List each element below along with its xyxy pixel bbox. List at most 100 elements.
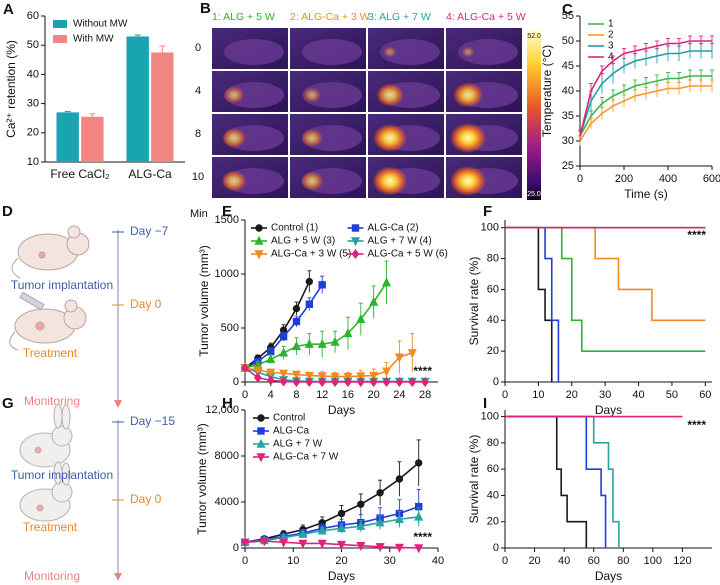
y-tick-label: 40 [27, 68, 39, 80]
y-tick-label: 50 [562, 35, 574, 47]
x-tick-label: 20 [566, 389, 578, 401]
y-tick-label: 100 [481, 410, 499, 422]
y-tick-label: 1000 [215, 268, 239, 280]
marker [394, 353, 404, 363]
y-tick-label: 0 [493, 542, 499, 554]
mouse-silhouette [302, 82, 362, 108]
marker [256, 438, 266, 448]
day-label: Day −7 [130, 224, 169, 238]
series-line [505, 415, 620, 548]
marker [267, 348, 275, 356]
marker [414, 544, 424, 554]
day-label: Day 0 [130, 492, 162, 506]
heat-spot [300, 171, 324, 191]
y-tick-label: 20 [27, 127, 39, 139]
x-tick-label: 12 [316, 389, 328, 401]
marker [376, 489, 384, 497]
panel-label: I [483, 395, 487, 412]
arrow-head [114, 573, 122, 581]
heat-spot [461, 46, 475, 58]
annotation: **** [687, 418, 706, 432]
panel-label: A [3, 1, 14, 18]
marker [375, 543, 385, 553]
heat-spot [221, 170, 247, 192]
x-axis-label: Days [595, 569, 622, 583]
series-line [244, 516, 419, 544]
marker [394, 513, 404, 523]
colorbar-max: 52.0 [527, 33, 541, 40]
step-label: Treatment [23, 346, 78, 360]
time-label: 10 [192, 171, 204, 183]
time-label: 0 [195, 42, 201, 54]
marker [343, 328, 353, 338]
marker [337, 509, 346, 518]
legend-swatch [53, 20, 67, 28]
y-tick-label: 8000 [215, 450, 239, 462]
series-line [579, 40, 712, 137]
series-line [505, 415, 607, 548]
marker [369, 296, 379, 306]
x-tick-label: 10 [287, 555, 299, 567]
marker [266, 368, 276, 378]
marker [356, 542, 366, 552]
legend-label: ALG + 7 W (4) [368, 236, 432, 247]
series-line [244, 462, 420, 544]
x-axis-label: Days [595, 403, 622, 417]
legend-label: Control (1) [271, 223, 318, 234]
y-tick-label: 1500 [215, 214, 239, 226]
series-line [579, 50, 712, 137]
heat-spot [303, 87, 321, 103]
legend-label: Without MW [73, 19, 128, 30]
marker [305, 376, 314, 388]
marker [317, 539, 327, 549]
marker [266, 375, 275, 386]
x-tick-label: Free CaCl₂ [50, 167, 110, 181]
x-tick-label: 600 [703, 173, 720, 185]
y-tick-label: 500 [221, 322, 239, 334]
x-tick-label: 40 [558, 555, 570, 567]
mouse-silhouette [224, 39, 284, 65]
legend-label: ALG-Ca + 7 W [273, 452, 339, 463]
series-line [579, 85, 712, 142]
marker [356, 376, 365, 388]
marker [253, 366, 263, 376]
scheme-g: G Day −15 Tumor implantation Day 0 Treat… [2, 395, 175, 583]
x-tick-label: 0 [242, 555, 248, 567]
x-tick-label: 400 [659, 173, 677, 185]
marker [382, 367, 392, 377]
mouse-icon [11, 225, 90, 279]
arrow-head [114, 400, 122, 408]
x-tick-label: 20 [368, 389, 380, 401]
bar [126, 36, 149, 162]
marker [407, 349, 417, 359]
heat-spot [301, 129, 323, 147]
x-tick-label: 40 [432, 555, 444, 567]
marker [336, 540, 347, 550]
marker [279, 538, 289, 548]
rabbit-icon [19, 461, 73, 522]
marker [304, 371, 314, 381]
marker [255, 224, 263, 232]
y-tick-label: 45 [562, 60, 574, 72]
x-tick-label: ALG-Ca [128, 167, 172, 181]
step-label: Treatment [23, 520, 78, 534]
y-axis-label: Tumor volume (mm³) [195, 423, 209, 535]
x-tick-label: 16 [342, 389, 354, 401]
heat-spot [453, 82, 483, 108]
marker [291, 370, 301, 380]
marker [414, 511, 424, 521]
marker [395, 475, 404, 483]
legend-label: 4 [608, 52, 614, 63]
y-tick-label: 60 [487, 463, 499, 475]
day-label: Day 0 [130, 297, 162, 311]
colorbar [527, 30, 541, 200]
x-axis-label: Days [328, 403, 355, 417]
y-tick-label: 50 [27, 39, 39, 51]
x-tick-label: 20 [335, 555, 347, 567]
heat-spot [450, 166, 486, 196]
x-tick-label: 30 [384, 555, 396, 567]
y-tick-label: 80 [487, 437, 499, 449]
marker [421, 376, 429, 388]
y-tick-label: 30 [27, 98, 39, 110]
